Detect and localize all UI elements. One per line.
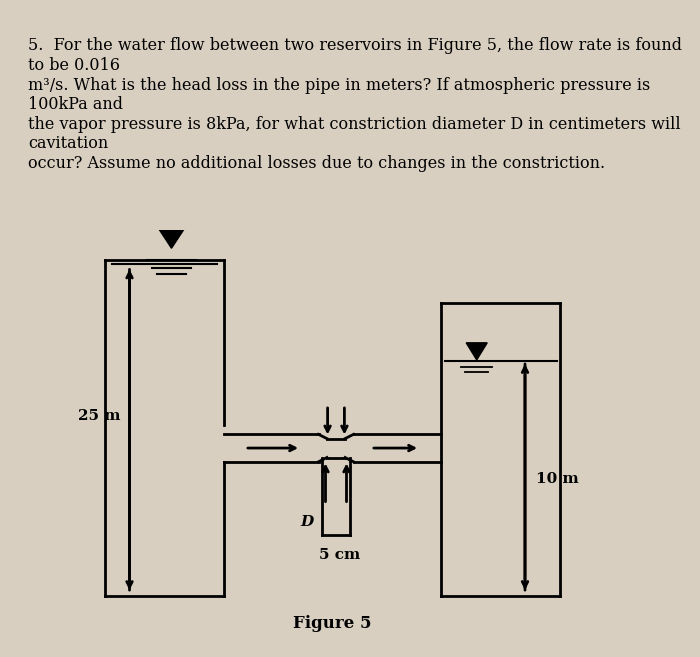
Polygon shape [158,227,186,248]
Text: 25 m: 25 m [78,409,120,423]
Text: D: D [300,515,314,529]
Text: 5 cm: 5 cm [319,549,360,562]
Text: 5.  For the water flow between two reservoirs in Figure 5, the flow rate is foun: 5. For the water flow between two reserv… [28,37,682,172]
Polygon shape [466,343,487,360]
Text: 10 m: 10 m [536,472,578,486]
Text: Figure 5: Figure 5 [293,615,372,632]
